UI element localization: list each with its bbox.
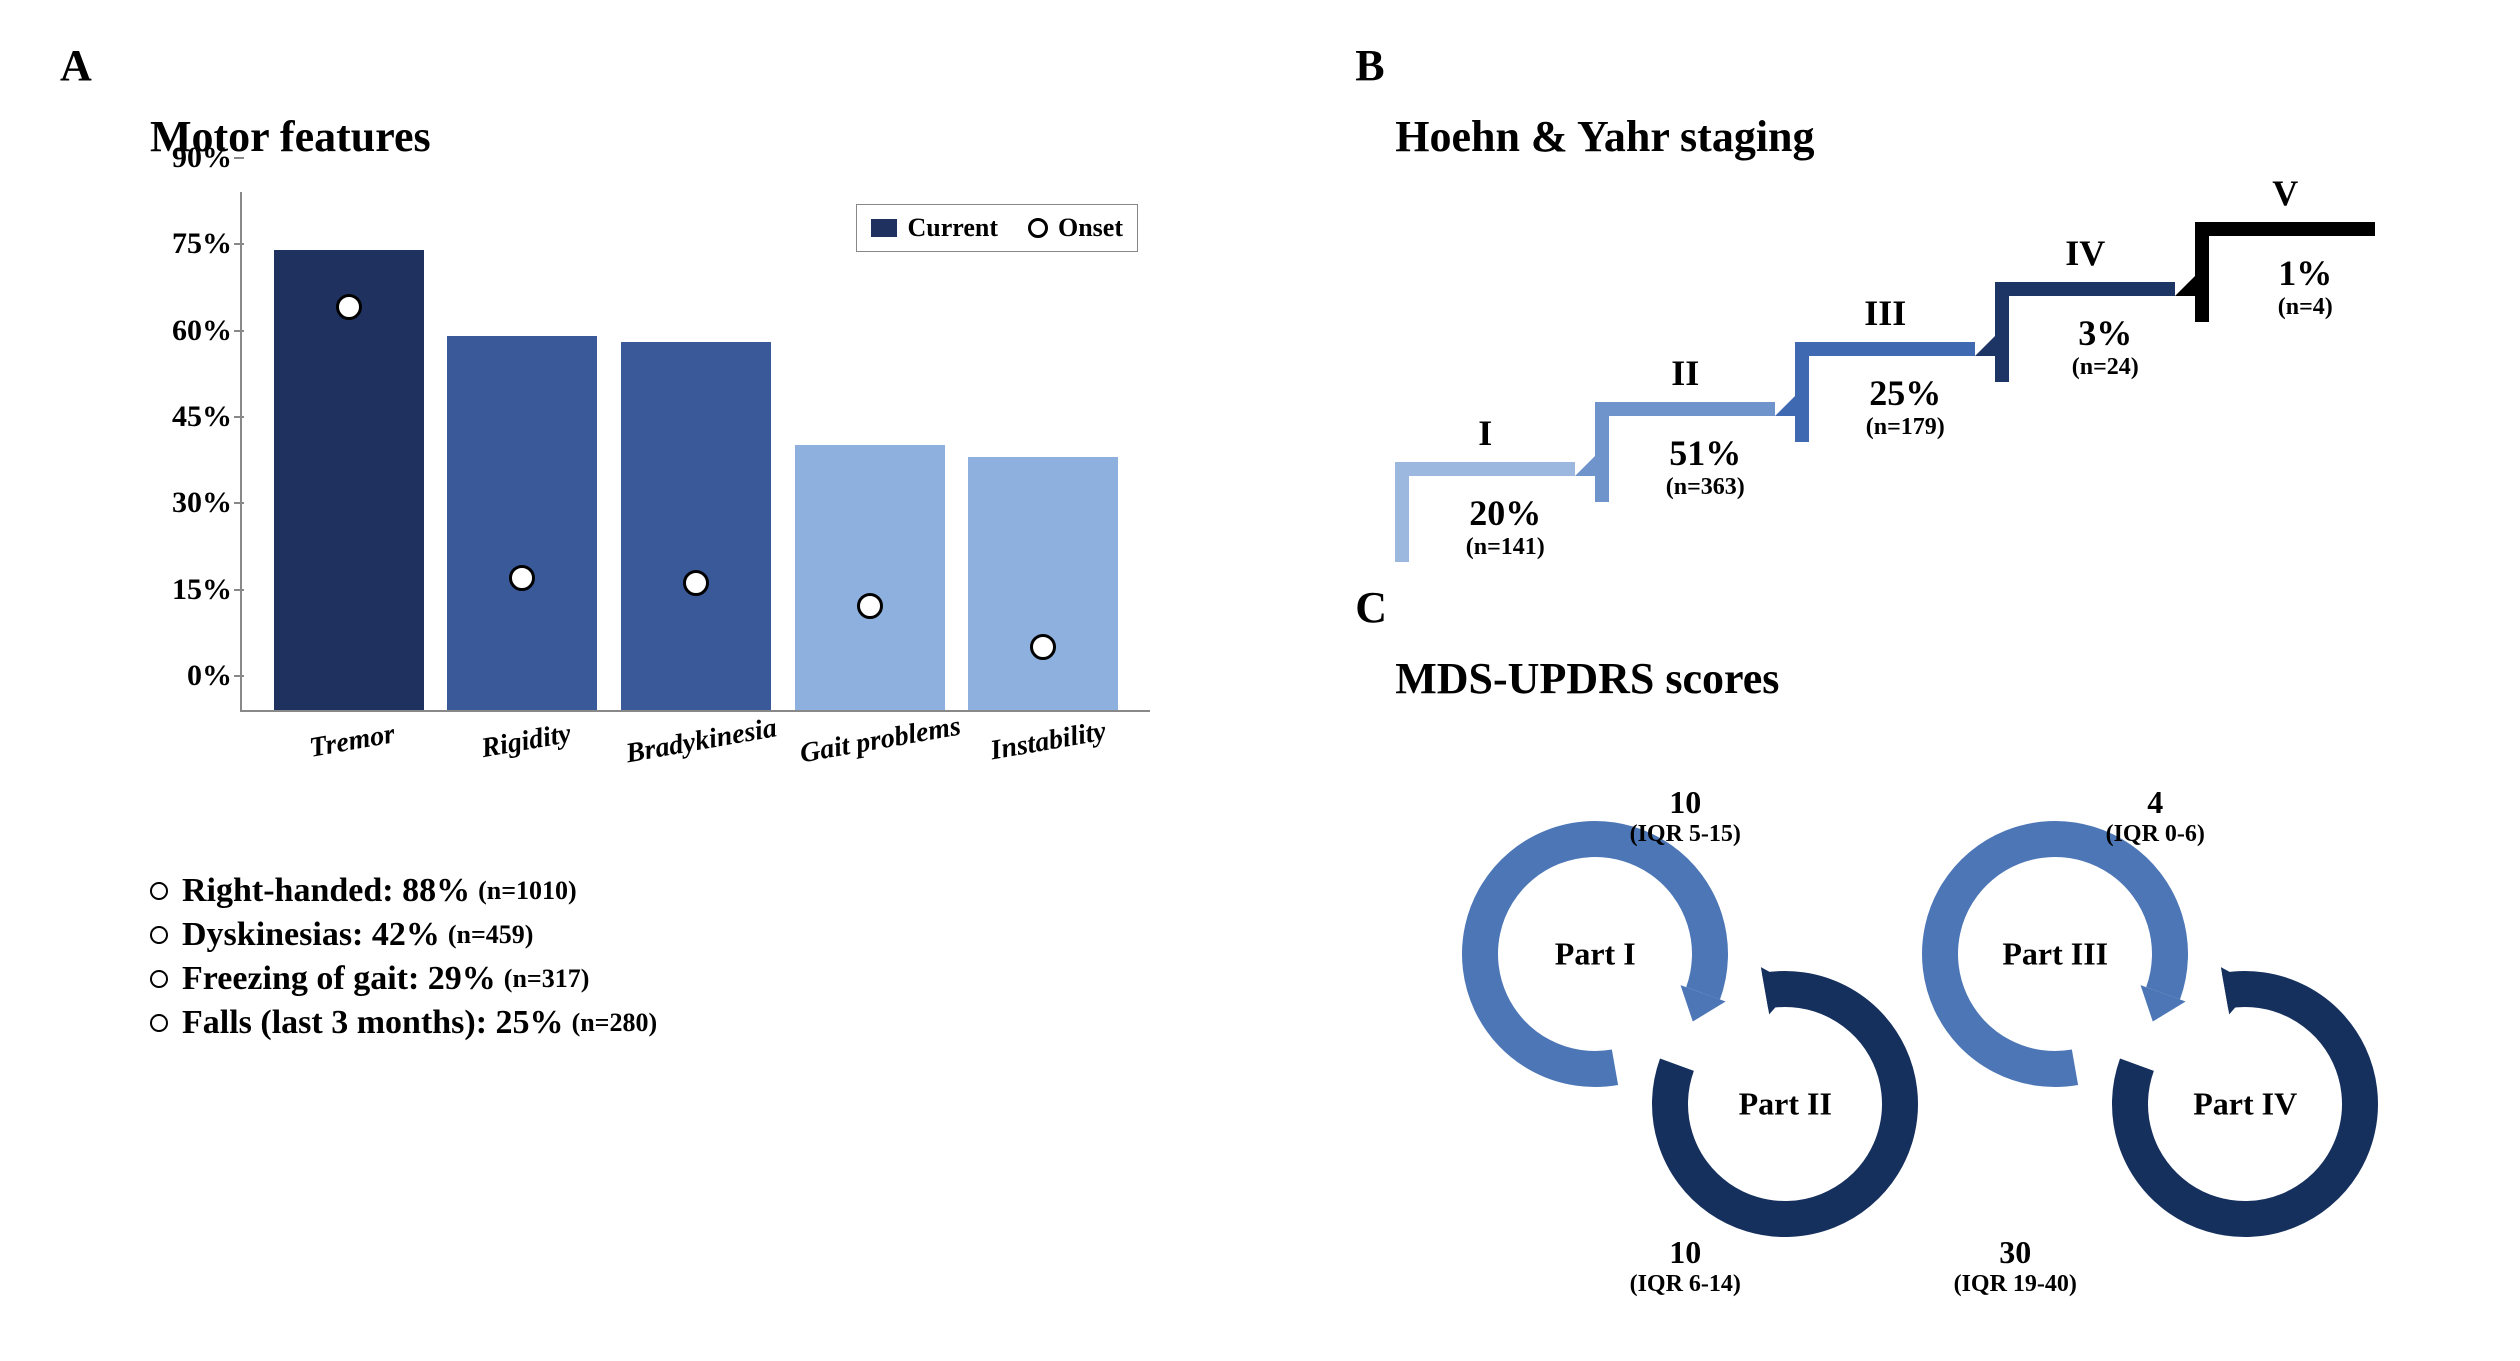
bullet-icon — [150, 926, 168, 944]
panel-a: A Motor features Current Onset 0% 15% 30% 4… — [60, 40, 1275, 1321]
onset-marker — [683, 570, 709, 596]
bullet-text: Freezing of gait: 29% — [182, 960, 496, 998]
stair-label: 20%(n=141) — [1466, 492, 1545, 561]
bullet-row: Freezing of gait: 29% (n=317) — [150, 960, 1275, 998]
stair-label: 1%(n=4) — [2278, 252, 2333, 321]
onset-marker — [336, 294, 362, 320]
x-label: Gait problems — [798, 713, 963, 838]
bar-instability — [968, 457, 1118, 710]
bar-rigidity — [447, 336, 597, 710]
onset-marker — [1030, 634, 1056, 660]
updrs-value: 30(IQR 19-40) — [1954, 1234, 2077, 1298]
panel-c: MDS-UPDRS scores Part IPart IIPart IIIPa… — [1355, 653, 2460, 1294]
bullet-icon — [150, 882, 168, 900]
stair-roman: IV — [2065, 232, 2105, 274]
bullet-text: Dyskinesias: 42% — [182, 916, 440, 954]
stair-roman: V — [2272, 172, 2298, 214]
legend-label-current: Current — [907, 213, 998, 243]
legend-marker-onset — [1028, 218, 1048, 238]
panel-b-title: Hoehn & Yahr staging — [1395, 111, 2460, 162]
y-tick: 90% — [152, 141, 232, 175]
onset-marker — [509, 565, 535, 591]
legend-label-onset: Onset — [1058, 213, 1123, 243]
x-label: Bradykinesia — [624, 713, 789, 838]
bullet-n: (n=459) — [448, 920, 534, 950]
updrs-value: 10(IQR 5-15) — [1630, 784, 1741, 848]
updrs-part-label: Part IV — [2193, 1086, 2297, 1123]
bar-bradykinesia — [621, 342, 771, 710]
bullet-text: Falls (last 3 months): 25% — [182, 1004, 564, 1042]
updrs-svg — [1355, 734, 2455, 1294]
y-tick: 15% — [152, 573, 232, 607]
bullet-icon — [150, 1014, 168, 1032]
updrs-part-label: Part I — [1555, 936, 1636, 973]
bullet-row: Right-handed: 88% (n=1010) — [150, 872, 1275, 910]
stair-roman: III — [1864, 292, 1906, 334]
bar-gait-problems — [795, 445, 945, 710]
updrs-circles: Part I Part II Part III Part IV 10(IQR 5-15)… — [1355, 734, 2460, 1294]
stair-label: 51%(n=363) — [1666, 432, 1745, 501]
bullet-n: (n=280) — [572, 1008, 658, 1038]
panel-a-title: Motor features — [150, 111, 1275, 162]
bullet-row: Falls (last 3 months): 25% (n=280) — [150, 1004, 1275, 1042]
x-label: Rigidity — [450, 713, 615, 838]
chart-legend: Current Onset — [856, 204, 1138, 252]
y-tick: 60% — [152, 314, 232, 348]
stair-label: 25%(n=179) — [1866, 372, 1945, 441]
bullet-row: Dyskinesias: 42% (n=459) — [150, 916, 1275, 954]
staging-stairs: I 20%(n=141) II 51%(n=363) III 25%(n=179) IV 3%… — [1355, 192, 2460, 572]
y-tick: 30% — [152, 486, 232, 520]
motor-features-chart: Current Onset 0%15%30%45%60%75%90% Tremo… — [150, 192, 1150, 812]
y-tick: 0% — [152, 659, 232, 693]
updrs-part-label: Part III — [2002, 936, 2108, 973]
panel-b-label: B — [1355, 40, 2460, 91]
y-tick: 45% — [152, 400, 232, 434]
stair-label: 3%(n=24) — [2072, 312, 2139, 381]
stair-roman: II — [1671, 352, 1699, 394]
panel-b: B Hoehn & Yahr staging I 20%(n=141) II 51%(… — [1355, 40, 2460, 572]
x-label: Instability — [972, 713, 1137, 838]
bullet-text: Right-handed: 88% — [182, 872, 470, 910]
bullet-n: (n=317) — [504, 964, 590, 994]
onset-marker — [857, 593, 883, 619]
panel-c-title: MDS-UPDRS scores — [1395, 653, 2460, 704]
bullet-icon — [150, 970, 168, 988]
x-label: Tremor — [276, 713, 441, 838]
updrs-part-label: Part II — [1739, 1086, 1832, 1123]
legend-swatch-current — [871, 219, 897, 237]
updrs-value: 10(IQR 6-14) — [1630, 1234, 1741, 1298]
motor-bullets: Right-handed: 88% (n=1010) Dyskinesias: 42… — [150, 872, 1275, 1042]
y-tick: 75% — [152, 227, 232, 261]
panel-c-label: C — [1355, 582, 2460, 633]
updrs-value: 4(IQR 0-6) — [2106, 784, 2205, 848]
panel-a-label: A — [60, 40, 1275, 91]
stair-roman: I — [1478, 412, 1492, 454]
bullet-n: (n=1010) — [478, 876, 577, 906]
